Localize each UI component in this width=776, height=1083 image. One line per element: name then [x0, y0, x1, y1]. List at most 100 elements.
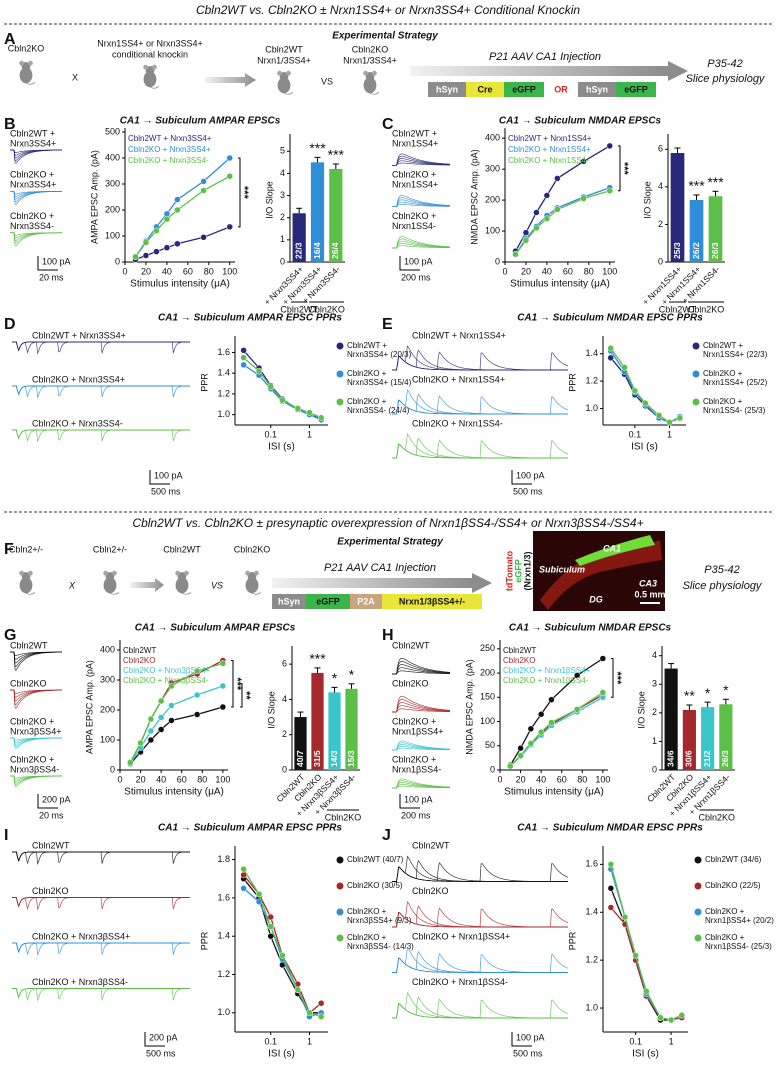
- trace: [392, 999, 569, 1019]
- chart-title: CA1 → Subiculum AMPAR EPSCs: [135, 623, 296, 634]
- trace-label: Nrxn1βSS4-: [392, 764, 441, 774]
- y-tick-label: 300: [105, 178, 120, 188]
- data-point: [127, 759, 134, 766]
- chart-title: CA1 → Subiculum NMDAR EPSC PPRs: [517, 823, 703, 834]
- data-point: [163, 244, 171, 251]
- x-tick-label: 60: [177, 774, 187, 784]
- trace-label: Cbln2KO + Nrxn3βSS4-: [32, 977, 128, 987]
- schematic-a: Cbln2KO X Nrxn1SS4+ or Nrxn3SS4+ conditi…: [8, 31, 766, 97]
- y-tick-label: 0: [280, 256, 285, 266]
- x-tick-label: 1: [307, 429, 312, 439]
- y-tick-label: 1.0: [585, 1002, 598, 1012]
- data-point: [522, 237, 530, 244]
- trace: [10, 232, 62, 247]
- data-point: [317, 1013, 325, 1020]
- label: hSyn: [278, 596, 300, 606]
- y-tick-label: 2: [282, 729, 287, 739]
- x-tick-label: 60: [183, 266, 193, 276]
- group-label: Cbln2KO: [688, 304, 725, 314]
- construct-box: [350, 594, 382, 609]
- x-tick-label: 0.1: [264, 429, 277, 439]
- legend-label: Cbln2KO: [123, 656, 155, 665]
- x-tick-label: 20: [521, 266, 531, 276]
- data-point: [512, 251, 519, 258]
- bar: [708, 196, 723, 262]
- chart-title: CA1 → Subiculum NMDAR EPSCs: [509, 623, 672, 634]
- y-tick-label: 6: [282, 658, 287, 668]
- y-tick-label: 0: [658, 256, 663, 266]
- data-point: [132, 253, 139, 261]
- scale-label: 100 pA: [516, 1032, 545, 1042]
- scale-label: 200 pA: [149, 1032, 178, 1042]
- legend-label: Cbln2KO + Nrxn3βSS4- (14/3): [347, 933, 414, 951]
- n-label: 31/5: [312, 750, 322, 767]
- x-tick-label: 0.1: [264, 1036, 277, 1046]
- trace-label: Nrxn1βSS4+: [392, 726, 443, 736]
- legend-label: Cbln2WT + Nrxn3SS4+: [128, 134, 212, 143]
- data-point: [676, 414, 684, 422]
- n-label: 40/7: [295, 750, 305, 767]
- data-point: [200, 234, 207, 241]
- data-point: [267, 383, 274, 390]
- data-point: [527, 725, 535, 733]
- trace: [392, 194, 450, 208]
- x-axis-label: Stimulus intensity (μA): [124, 787, 224, 798]
- trace: [392, 245, 450, 249]
- y-tick-label: 1.6: [217, 347, 230, 357]
- y-tick-label: 2: [658, 219, 663, 229]
- y-tick-label: 100: [485, 225, 500, 235]
- y-tick-label: 500: [105, 126, 120, 136]
- significance: ***: [707, 174, 724, 190]
- trace-label: Cbln2KO: [32, 886, 69, 896]
- data-point: [294, 405, 302, 412]
- bar: [311, 672, 324, 770]
- arrow: [205, 73, 256, 87]
- data-point: [522, 229, 530, 236]
- data-point: [607, 861, 615, 868]
- n-label: 26/2: [691, 242, 701, 259]
- trace-label: Nrxn3SS4-: [10, 221, 54, 231]
- significance: ***: [328, 147, 345, 163]
- trace-label: Cbln2WT + Nrxn3SS4+: [32, 330, 126, 340]
- chart-title: CA1 → Subiculum NMDAR EPSCs: [499, 116, 662, 127]
- data-point: [153, 227, 160, 235]
- y-axis-label: PPR: [199, 373, 209, 392]
- data-point: [666, 419, 673, 426]
- trace: [12, 942, 190, 955]
- y-tick-label: 1.6: [585, 859, 598, 869]
- trace: [392, 352, 569, 371]
- data-point: [554, 206, 561, 213]
- data-point: [200, 187, 207, 194]
- data-point: [240, 865, 247, 873]
- data-point: [517, 744, 524, 752]
- x-tick-label: 0.1: [629, 429, 642, 439]
- data-point: [621, 364, 628, 371]
- y-tick-label: 400: [100, 644, 115, 654]
- label: X: [68, 580, 76, 590]
- trace: [392, 155, 450, 166]
- y-tick-label: 1.2: [585, 955, 598, 965]
- y-tick-label: 5: [280, 146, 285, 156]
- data-point: [279, 952, 286, 959]
- group-label: Cbln2KO: [325, 812, 362, 822]
- y-tick-label: 6: [658, 144, 663, 154]
- data-point: [599, 689, 607, 696]
- mouse-icon: [18, 60, 36, 85]
- series-line: [129, 685, 224, 765]
- n-label: 25/3: [672, 242, 682, 259]
- bar: [329, 169, 343, 262]
- legend-label: Cbln2KO + Nrxn1SS4- (25/3): [703, 397, 766, 415]
- series-line: [243, 357, 322, 419]
- data-point: [527, 740, 535, 747]
- group-label: Cbln2WT: [659, 304, 697, 314]
- data-point: [200, 178, 207, 185]
- n-label: 34/6: [665, 750, 675, 767]
- series-line: [243, 874, 322, 1014]
- trace: [392, 160, 451, 166]
- data-point: [240, 354, 247, 361]
- arrow: [130, 578, 164, 592]
- trace: [392, 699, 450, 713]
- label: conditional knockin: [112, 49, 188, 59]
- legend-label: Cbln2WT (34/6): [705, 855, 762, 864]
